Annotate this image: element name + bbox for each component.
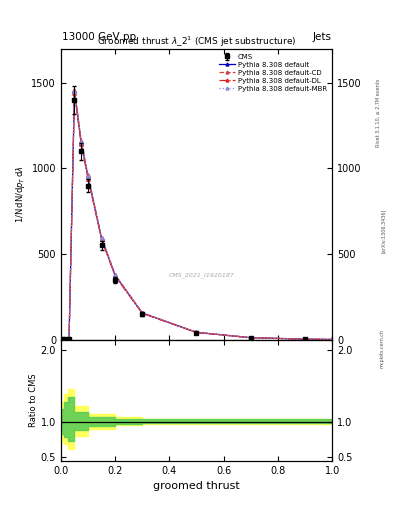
Pythia 8.308 default-CD: [62, 336, 67, 342]
X-axis label: groomed thrust: groomed thrust: [153, 481, 240, 491]
Pythia 8.308 default: [99, 236, 104, 242]
Pythia 8.308 default: [113, 272, 118, 279]
Pythia 8.308 default-DL: [67, 336, 72, 342]
Y-axis label: Ratio to CMS: Ratio to CMS: [29, 373, 38, 427]
Pythia 8.308 default-CD: [248, 334, 253, 340]
Pythia 8.308 default-DL: [86, 176, 90, 182]
Pythia 8.308 default: [330, 336, 334, 343]
Pythia 8.308 default-MBR: [248, 334, 253, 340]
Pythia 8.308 default-DL: [113, 273, 118, 280]
Pythia 8.308 default-CD: [72, 87, 77, 93]
Legend: CMS, Pythia 8.308 default, Pythia 8.308 default-CD, Pythia 8.308 default-DL, Pyt: CMS, Pythia 8.308 default, Pythia 8.308 …: [218, 52, 329, 93]
Pythia 8.308 default-MBR: [330, 336, 334, 343]
Pythia 8.308 default-CD: [194, 329, 199, 335]
Pythia 8.308 default-MBR: [86, 173, 90, 179]
Pythia 8.308 default-DL: [60, 336, 64, 342]
Pythia 8.308 default-MBR: [79, 139, 84, 145]
Pythia 8.308 default: [67, 336, 72, 342]
Pythia 8.308 default-DL: [248, 335, 253, 341]
Pythia 8.308 default-DL: [79, 141, 84, 147]
Pythia 8.308 default-MBR: [140, 310, 145, 316]
Pythia 8.308 default: [79, 140, 84, 146]
Title: Groomed thrust $\lambda\_2^1$ (CMS jet substructure): Groomed thrust $\lambda\_2^1$ (CMS jet s…: [97, 34, 296, 49]
Pythia 8.308 default-DL: [303, 336, 307, 342]
Text: Rivet 3.1.10, ≥ 2.7M events: Rivet 3.1.10, ≥ 2.7M events: [376, 78, 380, 147]
Text: Jets: Jets: [312, 32, 331, 42]
Pythia 8.308 default-CD: [67, 336, 72, 342]
Pythia 8.308 default: [303, 336, 307, 342]
Pythia 8.308 default-MBR: [113, 272, 118, 278]
Pythia 8.308 default-CD: [86, 172, 90, 178]
Pythia 8.308 default-DL: [99, 237, 104, 243]
Y-axis label: $\mathrm{1} / \mathrm{N}\,\mathrm{d}\mathrm{N} /\mathrm{d}p_T\,\mathrm{d}\lambda: $\mathrm{1} / \mathrm{N}\,\mathrm{d}\mat…: [14, 165, 27, 223]
Pythia 8.308 default-MBR: [72, 88, 77, 94]
Pythia 8.308 default-CD: [140, 310, 145, 316]
Pythia 8.308 default-MBR: [67, 336, 72, 342]
Line: Pythia 8.308 default-CD: Pythia 8.308 default-CD: [61, 88, 334, 341]
Pythia 8.308 default-CD: [330, 336, 334, 343]
Pythia 8.308 default-MBR: [60, 336, 64, 342]
Pythia 8.308 default-CD: [113, 271, 118, 278]
Pythia 8.308 default: [248, 335, 253, 341]
Text: 13000 GeV pp: 13000 GeV pp: [62, 32, 136, 42]
Pythia 8.308 default-CD: [60, 336, 64, 342]
Text: [arXiv:1306.3436]: [arXiv:1306.3436]: [381, 208, 386, 252]
Pythia 8.308 default-CD: [99, 234, 104, 241]
Text: CMS_2021_I1920187: CMS_2021_I1920187: [169, 273, 235, 279]
Pythia 8.308 default-DL: [72, 90, 77, 96]
Pythia 8.308 default: [62, 336, 67, 342]
Pythia 8.308 default: [194, 329, 199, 335]
Pythia 8.308 default: [60, 336, 64, 342]
Line: Pythia 8.308 default: Pythia 8.308 default: [61, 90, 334, 341]
Pythia 8.308 default: [140, 310, 145, 316]
Pythia 8.308 default-DL: [62, 336, 67, 342]
Pythia 8.308 default-DL: [330, 336, 334, 343]
Line: Pythia 8.308 default-MBR: Pythia 8.308 default-MBR: [61, 89, 334, 341]
Pythia 8.308 default-MBR: [303, 336, 307, 342]
Line: Pythia 8.308 default-DL: Pythia 8.308 default-DL: [61, 92, 334, 341]
Pythia 8.308 default: [72, 89, 77, 95]
Pythia 8.308 default-MBR: [99, 235, 104, 241]
Pythia 8.308 default-DL: [194, 330, 199, 336]
Text: mcplots.cern.ch: mcplots.cern.ch: [380, 329, 384, 368]
Pythia 8.308 default-CD: [303, 336, 307, 342]
Pythia 8.308 default-MBR: [194, 329, 199, 335]
Pythia 8.308 default: [86, 174, 90, 180]
Pythia 8.308 default-MBR: [62, 336, 67, 342]
Pythia 8.308 default-CD: [79, 138, 84, 144]
Pythia 8.308 default-DL: [140, 310, 145, 316]
